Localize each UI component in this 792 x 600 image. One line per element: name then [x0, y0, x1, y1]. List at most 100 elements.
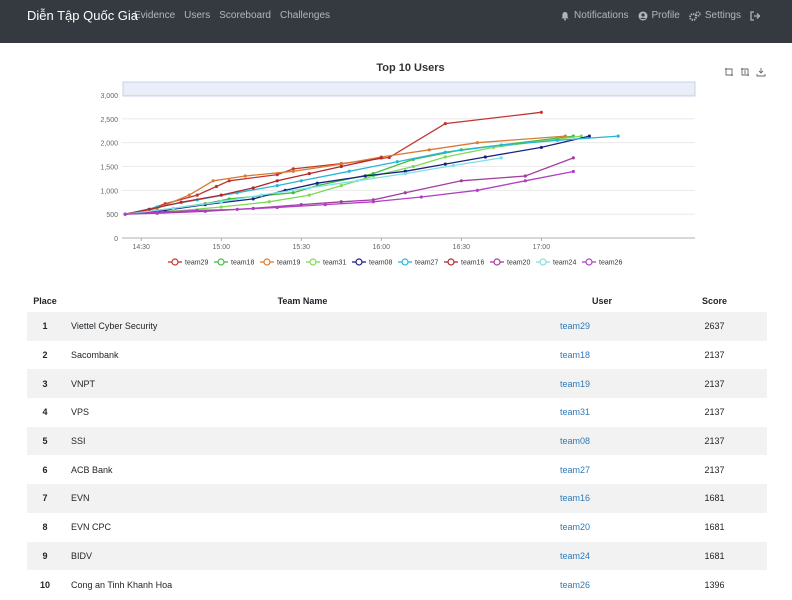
x-tick-label: 16:00 [373, 244, 391, 251]
user-link[interactable]: team20 [560, 522, 591, 533]
user-link[interactable]: team31 [560, 407, 591, 418]
save-image-icon[interactable] [756, 64, 766, 82]
user-link[interactable]: team18 [560, 350, 591, 361]
header-place[interactable]: Place [33, 296, 57, 306]
row-team-name: BIDV [71, 550, 93, 561]
zoom-icon[interactable] [724, 64, 734, 82]
data-point [443, 150, 447, 154]
data-point [219, 200, 223, 204]
data-point [363, 174, 367, 178]
nav-users[interactable]: Users [184, 10, 211, 21]
row-score: 2137 [704, 464, 725, 475]
data-point [395, 160, 399, 164]
data-point [315, 181, 319, 185]
user-link[interactable]: team26 [560, 579, 591, 590]
row-score: 1396 [704, 579, 725, 590]
data-point [275, 183, 279, 188]
nav-scoreboard[interactable]: Scoreboard [219, 10, 271, 21]
data-point [339, 200, 343, 204]
data-point [259, 193, 263, 197]
data-point [443, 122, 447, 126]
user-link[interactable]: team08 [560, 436, 591, 447]
data-point [214, 184, 219, 189]
data-point [523, 174, 527, 178]
x-tick-label: 16:30 [453, 244, 471, 251]
data-point [227, 179, 231, 183]
user-link[interactable]: team29 [560, 321, 591, 332]
row-place: 6 [42, 464, 48, 475]
series-line-team19 [125, 135, 566, 215]
data-point [147, 207, 151, 211]
row-user: team27 [542, 455, 662, 484]
row-team-name: SSI [71, 436, 86, 447]
scoreboard-table: Place Team Name User Score 1 Viettel Cybe… [27, 290, 767, 599]
row-place: 8 [42, 522, 48, 533]
row-score: 2137 [704, 378, 725, 389]
row-user: team19 [542, 369, 662, 398]
data-point [499, 156, 503, 160]
row-place: 5 [42, 436, 48, 447]
user-link[interactable]: team27 [560, 464, 591, 475]
data-point [411, 164, 415, 169]
data-point [195, 208, 199, 212]
chart-toolbox [724, 64, 766, 82]
legend-marker [493, 258, 501, 266]
data-point [443, 162, 447, 166]
row-place: 3 [42, 378, 48, 389]
user-link[interactable]: team24 [560, 550, 591, 561]
zoom-reset-icon[interactable] [740, 64, 750, 82]
table-row: 8 EVN CPC team20 1681 [27, 513, 767, 542]
legend-marker [585, 258, 593, 266]
data-point [275, 173, 279, 177]
data-point [339, 162, 343, 166]
score-chart: 0 500 1,000 1,500 2,000 2,500 3,000 14:30 15:00… [100, 81, 696, 267]
top-navbar: Diễn Tập Quốc Gia Evidence Users Scorebo… [0, 0, 792, 43]
data-point [307, 172, 311, 176]
data-point [587, 134, 591, 138]
table-row: 5 SSI team08 2137 [27, 426, 767, 456]
table-row: 6 ACB Bank team27 2137 [27, 455, 767, 484]
nav-challenges[interactable]: Challenges [279, 10, 331, 21]
nav-profile[interactable]: Profile [638, 8, 680, 24]
table-row: 9 BIDV team24 1681 [27, 541, 767, 571]
data-point [275, 179, 279, 183]
legend-item: team31 [323, 260, 346, 267]
legend-item: team18 [231, 260, 254, 267]
y-tick-label: 3,000 [100, 93, 118, 100]
header-score[interactable]: Score [701, 296, 727, 306]
nav-settings[interactable]: Settings [688, 8, 741, 24]
nav-notifications[interactable]: Notifications [560, 8, 629, 24]
zoom-slider[interactable] [122, 81, 696, 97]
header-user[interactable]: User [591, 296, 612, 306]
y-tick-label: 0 [114, 236, 118, 243]
legend-item: team27 [415, 260, 438, 267]
y-tick-label: 2,000 [100, 141, 118, 148]
data-point [555, 138, 559, 142]
row-user: team20 [542, 513, 662, 542]
data-point [291, 191, 295, 195]
x-tick-label: 15:00 [212, 244, 230, 251]
user-link[interactable]: team16 [560, 493, 591, 504]
nav-logout[interactable] [750, 11, 761, 21]
nav-links: Evidence Users Scoreboard Challenges [134, 8, 330, 24]
data-point [267, 200, 271, 204]
legend-marker [263, 258, 271, 266]
data-point [539, 145, 543, 150]
data-point [403, 169, 407, 173]
table-header-row: Place Team Name User Score [27, 290, 767, 312]
header-team-name[interactable]: Team Name [277, 296, 328, 306]
brand-link[interactable]: Diễn Tập Quốc Gia [27, 8, 139, 23]
data-point [403, 191, 407, 195]
x-tick-label: 14:30 [132, 244, 150, 251]
series-line-team18 [125, 135, 574, 215]
row-team-name: ACB Bank [71, 464, 113, 475]
user-link[interactable]: team19 [560, 378, 591, 389]
table-row: 4 VPS team31 2137 [27, 398, 767, 427]
data-point [616, 134, 620, 138]
nav-evidence[interactable]: Evidence [134, 10, 176, 21]
data-point [563, 134, 567, 138]
y-tick-label: 500 [106, 212, 118, 219]
data-point [475, 188, 479, 192]
row-team-name: VNPT [71, 378, 96, 389]
row-place: 2 [42, 350, 48, 361]
